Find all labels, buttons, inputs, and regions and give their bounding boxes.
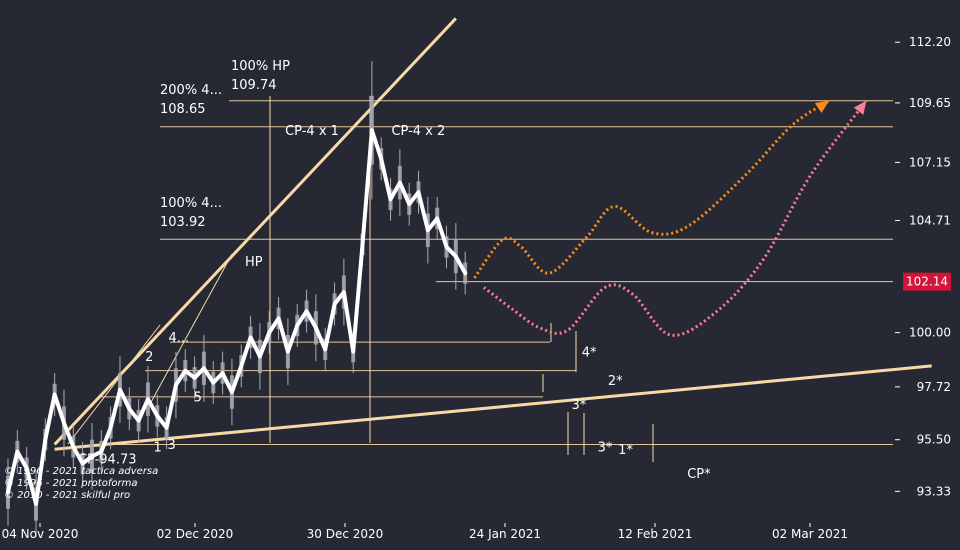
annotation-label: 1 [154, 441, 162, 456]
level-value: 109.74 [231, 78, 277, 93]
y-tick-label: 107.15 [909, 155, 951, 169]
annotation-label: 2 [145, 350, 153, 365]
vertical-markers [269, 96, 654, 462]
x-tick-label: 02 Dec 2020 [157, 527, 234, 541]
x-tick-label: 12 Feb 2021 [618, 527, 693, 541]
fan-line [67, 324, 161, 445]
annotation-label: 2* [608, 374, 623, 389]
y-tick-label: 104.71 [909, 214, 951, 228]
annotation-label: 3* [598, 441, 613, 456]
annotation-label: CP* [687, 467, 711, 482]
price-line [6, 128, 468, 506]
level-label: 100% HP [231, 59, 290, 74]
annotation-label: 5 [194, 391, 202, 406]
level-value: 108.65 [160, 102, 206, 117]
annotation-label: CP-4 x 2 [391, 124, 445, 139]
y-tick-label: 112.20 [909, 35, 951, 49]
annotation-label: 1* [618, 443, 633, 458]
level-value: 103.92 [160, 215, 206, 230]
annotation-label: HP [245, 255, 263, 270]
fan-line [149, 253, 233, 405]
x-tick-label: 30 Dec 2020 [307, 527, 384, 541]
x-tick-label: 24 Jan 2021 [469, 527, 541, 541]
y-tick-label: 109.65 [909, 96, 951, 110]
current-price-label: 102.14 [906, 275, 948, 289]
pink-projection-arrowhead [853, 100, 867, 115]
annotation-label: 4... [168, 331, 189, 346]
trendline-lower-base [54, 364, 932, 451]
y-tick-label: 93.33 [917, 484, 951, 498]
copyright-line: © 1996 - 2021 tactica adversa [4, 466, 158, 477]
orange-projection-arrowhead [814, 100, 830, 113]
pink-projection [482, 99, 868, 337]
copyright-line: © 1996 - 2021 protoforma [4, 478, 137, 489]
copyright-line: © 2010 - 2021 skilful pro [4, 490, 130, 501]
level-label: 200% 4... [160, 83, 222, 98]
orange-projection [473, 99, 830, 279]
y-tick-label: 95.50 [917, 433, 951, 447]
level-lines [100, 100, 893, 445]
annotation-label: CP-4 x 1 [285, 124, 339, 139]
current-price-tag [903, 272, 951, 291]
x-tick-label: 04 Nov 2020 [2, 527, 79, 541]
level-label: 100% 4... [160, 196, 222, 211]
annotation-label: 3 [168, 438, 176, 453]
annotation-label: 4* [582, 345, 597, 360]
annotation-label: 3* [572, 398, 587, 413]
annotation-label: CP-94.73 [78, 453, 137, 468]
x-tick-label: 02 Mar 2021 [772, 527, 848, 541]
y-tick-label: 100.00 [909, 326, 951, 340]
y-tick-label: 97.72 [917, 380, 951, 394]
